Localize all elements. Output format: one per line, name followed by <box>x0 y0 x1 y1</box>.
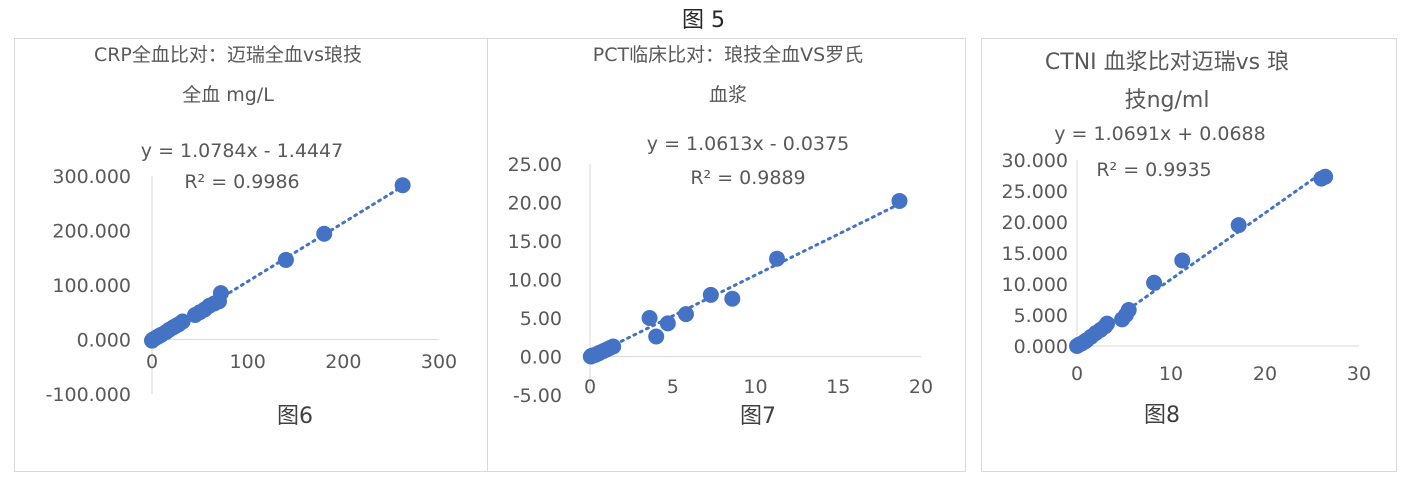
data-point <box>677 306 694 323</box>
r-squared-label: R² = 0.9986 <box>184 171 299 193</box>
y-tick-label: 20.00 <box>508 193 562 215</box>
y-tick-label: -5.00 <box>513 385 562 407</box>
data-point <box>1120 302 1137 319</box>
x-tick-label: 300 <box>421 351 457 373</box>
x-tick-label: 20 <box>1253 363 1277 385</box>
x-tick-label: 0 <box>584 376 596 398</box>
y-tick-label: 30.000 <box>1002 150 1068 172</box>
x-tick-label: 5 <box>667 376 679 398</box>
chart-title-line: PCT临床比对：琅技全血VS罗氏 <box>593 44 863 66</box>
data-point <box>648 328 665 345</box>
data-point <box>1146 274 1163 291</box>
x-tick-label: 100 <box>230 351 266 373</box>
x-tick-label: 10 <box>743 376 767 398</box>
data-point <box>724 290 741 307</box>
x-tick-label: 10 <box>1159 363 1183 385</box>
y-tick-label: 10.00 <box>508 270 562 292</box>
y-tick-label: 15.00 <box>508 231 562 253</box>
y-tick-label: 15.000 <box>1002 243 1068 265</box>
trendline-equation: y = 1.0784x - 1.4447 <box>141 140 343 162</box>
x-tick-label: 20 <box>909 376 933 398</box>
r-squared-label: R² = 0.9889 <box>690 167 805 189</box>
data-point <box>212 285 229 302</box>
data-point <box>277 251 294 268</box>
figure-title: 图 5 <box>682 8 725 33</box>
chart-title-line: CTNI 血浆比对迈瑞vs 琅 <box>1045 50 1289 75</box>
data-point <box>1317 168 1334 185</box>
chart-caption: 图7 <box>740 404 776 429</box>
data-point <box>769 250 786 267</box>
data-point <box>1099 315 1116 332</box>
y-tick-label: 25.000 <box>1002 181 1068 203</box>
chart-panel-crp: CRP全血比对：迈瑞全血vs琅技 全血 mg/L -100.000 0.000 100.… <box>14 38 488 472</box>
data-point <box>659 315 676 332</box>
data-point <box>605 338 622 355</box>
data-point <box>174 313 191 330</box>
trendline <box>588 202 901 359</box>
x-tick-label: 200 <box>325 351 361 373</box>
y-tick-label: 100.000 <box>52 275 131 297</box>
x-tick-label: 15 <box>826 376 850 398</box>
data-point <box>394 177 411 194</box>
y-tick-label: 200.000 <box>52 221 131 243</box>
y-tick-label: -100.000 <box>46 384 131 406</box>
x-tick-label: 0 <box>1071 363 1083 385</box>
chart-panel-pct: PCT临床比对：琅技全血VS罗氏 血浆 -5.00 0.00 5.00 10.00 15.0… <box>487 38 966 472</box>
y-tick-label: 5.00 <box>520 308 562 330</box>
data-point <box>1230 217 1247 234</box>
data-point <box>702 286 719 303</box>
chart-caption: 图6 <box>277 404 313 429</box>
y-tick-label: 0.000 <box>77 330 131 352</box>
data-point <box>641 310 658 326</box>
chart-title-line: 全血 mg/L <box>182 84 274 106</box>
data-point <box>891 192 908 209</box>
chart-panel-ctni: CTNI 血浆比对迈瑞vs 琅技ng/ml 0.000 5.000 10.000 15.… <box>981 38 1397 472</box>
y-tick-label: 10.000 <box>1002 274 1068 296</box>
data-point <box>316 225 333 242</box>
data-point <box>1174 252 1191 269</box>
chart-title-line: CRP全血比对：迈瑞全血vs琅技 <box>94 44 362 66</box>
y-tick-label: 0.00 <box>520 347 562 369</box>
chart-title-line: 技ng/ml <box>1125 88 1210 113</box>
trendline-equation: y = 1.0613x - 0.0375 <box>647 133 849 155</box>
y-tick-label: 25.00 <box>508 154 562 176</box>
x-tick-label: 30 <box>1347 363 1371 385</box>
y-tick-label: 0.000 <box>1014 336 1068 358</box>
trendline-equation: y = 1.0691x + 0.0688 <box>1054 123 1265 145</box>
chart-title-line: 血浆 <box>709 84 747 106</box>
r-squared-label: R² = 0.9935 <box>1096 159 1211 181</box>
x-tick-label: 0 <box>146 351 158 373</box>
y-tick-label: 20.000 <box>1002 212 1068 234</box>
y-tick-label: 300.000 <box>52 166 131 188</box>
chart-caption: 图8 <box>1144 403 1180 428</box>
y-tick-label: 5.000 <box>1014 305 1068 327</box>
